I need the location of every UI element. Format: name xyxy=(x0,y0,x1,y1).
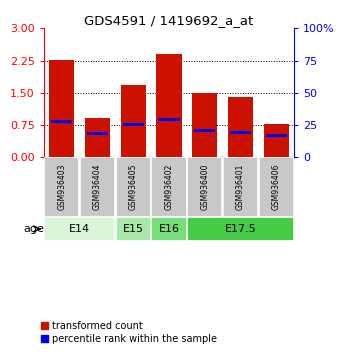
Bar xyxy=(259,157,294,217)
Text: GSM936401: GSM936401 xyxy=(236,164,245,210)
Text: E15: E15 xyxy=(123,224,144,234)
Bar xyxy=(116,157,151,217)
Bar xyxy=(87,132,108,135)
Bar xyxy=(51,120,72,122)
Text: E14: E14 xyxy=(69,224,90,234)
Text: GSM936402: GSM936402 xyxy=(165,164,173,210)
Text: GSM936400: GSM936400 xyxy=(200,164,209,210)
Bar xyxy=(228,97,253,157)
Text: GSM936405: GSM936405 xyxy=(129,164,138,210)
Bar xyxy=(151,217,187,241)
Bar xyxy=(264,124,289,157)
Bar xyxy=(223,157,258,217)
Title: GDS4591 / 1419692_a_at: GDS4591 / 1419692_a_at xyxy=(84,14,254,27)
Bar xyxy=(44,217,115,241)
Bar xyxy=(116,217,151,241)
Bar xyxy=(49,59,74,157)
Text: GSM936404: GSM936404 xyxy=(93,164,102,210)
Legend: transformed count, percentile rank within the sample: transformed count, percentile rank withi… xyxy=(39,319,219,346)
Bar xyxy=(187,217,294,241)
Bar xyxy=(123,123,144,126)
Bar xyxy=(121,85,146,157)
Bar xyxy=(192,93,217,157)
Bar xyxy=(159,118,179,121)
Text: GSM936406: GSM936406 xyxy=(272,164,281,210)
Bar xyxy=(156,54,182,157)
Bar xyxy=(44,157,79,217)
Text: E16: E16 xyxy=(159,224,179,234)
Text: E17.5: E17.5 xyxy=(224,224,256,234)
Bar xyxy=(230,131,251,134)
Bar xyxy=(151,157,187,217)
Bar xyxy=(80,157,115,217)
Bar xyxy=(266,134,287,137)
Bar xyxy=(85,118,110,157)
Bar xyxy=(194,129,215,132)
Text: GSM936403: GSM936403 xyxy=(57,164,66,210)
Bar xyxy=(187,157,222,217)
Text: age: age xyxy=(23,224,44,234)
